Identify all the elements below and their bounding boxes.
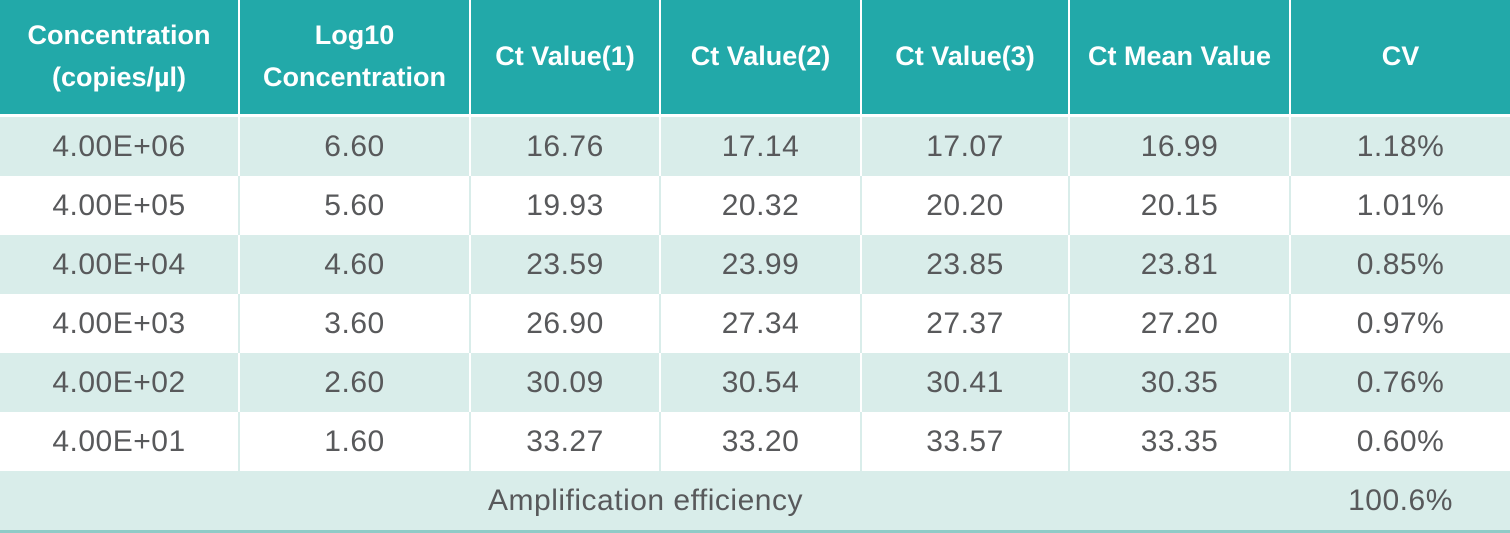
header-row: Concentration (copies/µl) Log10 Concentrati… xyxy=(0,0,1510,117)
table-cell: 4.00E+02 xyxy=(0,353,240,412)
table-cell: 0.85% xyxy=(1291,235,1510,294)
table-cell: 23.59 xyxy=(471,235,661,294)
table-header: Concentration (copies/µl) Log10 Concentrati… xyxy=(0,0,1510,117)
table-cell: 17.14 xyxy=(661,117,862,176)
table-cell: 20.15 xyxy=(1070,176,1291,235)
table-cell: 27.37 xyxy=(862,294,1070,353)
table-cell: 23.99 xyxy=(661,235,862,294)
table-cell: 30.41 xyxy=(862,353,1070,412)
table-cell: 4.00E+04 xyxy=(0,235,240,294)
table-cell: 0.76% xyxy=(1291,353,1510,412)
table-cell: 16.99 xyxy=(1070,117,1291,176)
table-cell: 19.93 xyxy=(471,176,661,235)
footer-row: Amplification efficiency 100.6% xyxy=(0,471,1510,530)
table-cell: 16.76 xyxy=(471,117,661,176)
table-footer: Amplification efficiency 100.6% xyxy=(0,471,1510,530)
table-cell: 6.60 xyxy=(240,117,471,176)
table-cell: 33.20 xyxy=(661,412,862,471)
table-cell: 2.60 xyxy=(240,353,471,412)
table-row: 4.00E+06 6.60 16.76 17.14 17.07 16.99 1.18% xyxy=(0,117,1510,176)
table-cell: 23.85 xyxy=(862,235,1070,294)
table-cell: 3.60 xyxy=(240,294,471,353)
table-cell: 0.60% xyxy=(1291,412,1510,471)
table-cell: 4.00E+06 xyxy=(0,117,240,176)
table-cell: 30.35 xyxy=(1070,353,1291,412)
table-cell: 4.00E+05 xyxy=(0,176,240,235)
table-cell: 30.54 xyxy=(661,353,862,412)
table-cell: 1.18% xyxy=(1291,117,1510,176)
table-cell: 4.00E+03 xyxy=(0,294,240,353)
table-row: 4.00E+04 4.60 23.59 23.99 23.85 23.81 0.85% xyxy=(0,235,1510,294)
table-cell: 0.97% xyxy=(1291,294,1510,353)
table-cell: 1.60 xyxy=(240,412,471,471)
header-cell-ct-value-1: Ct Value(1) xyxy=(471,0,661,117)
amplification-efficiency-label: Amplification efficiency xyxy=(0,471,1291,530)
table-row: 4.00E+03 3.60 26.90 27.34 27.37 27.20 0.97% xyxy=(0,294,1510,353)
table-cell: 20.20 xyxy=(862,176,1070,235)
table-cell: 17.07 xyxy=(862,117,1070,176)
table-cell: 27.20 xyxy=(1070,294,1291,353)
table-cell: 23.81 xyxy=(1070,235,1291,294)
header-cell-log10-concentration: Log10 Concentration xyxy=(240,0,471,117)
header-cell-concentration-copies-l: Concentration (copies/µl) xyxy=(0,0,240,117)
table-row: 4.00E+01 1.60 33.27 33.20 33.57 33.35 0.60% xyxy=(0,412,1510,471)
table-cell: 33.27 xyxy=(471,412,661,471)
table-cell: 4.00E+01 xyxy=(0,412,240,471)
table-row: 4.00E+02 2.60 30.09 30.54 30.41 30.35 0.76% xyxy=(0,353,1510,412)
header-cell-cv: CV xyxy=(1291,0,1510,117)
table-cell: 26.90 xyxy=(471,294,661,353)
table-row: 4.00E+05 5.60 19.93 20.32 20.20 20.15 1.01% xyxy=(0,176,1510,235)
table-cell: 5.60 xyxy=(240,176,471,235)
header-cell-ct-value-2: Ct Value(2) xyxy=(661,0,862,117)
table-cell: 30.09 xyxy=(471,353,661,412)
table-cell: 4.60 xyxy=(240,235,471,294)
table-cell: 33.57 xyxy=(862,412,1070,471)
amplification-efficiency-value: 100.6% xyxy=(1291,471,1510,530)
header-cell-ct-mean-value: Ct Mean Value xyxy=(1070,0,1291,117)
table-cell: 33.35 xyxy=(1070,412,1291,471)
table-cell: 27.34 xyxy=(661,294,862,353)
table-cell: 1.01% xyxy=(1291,176,1510,235)
table-body: 4.00E+06 6.60 16.76 17.14 17.07 16.99 1.18% 4.0… xyxy=(0,117,1510,471)
header-cell-ct-value-3: Ct Value(3) xyxy=(862,0,1070,117)
table-cell: 20.32 xyxy=(661,176,862,235)
